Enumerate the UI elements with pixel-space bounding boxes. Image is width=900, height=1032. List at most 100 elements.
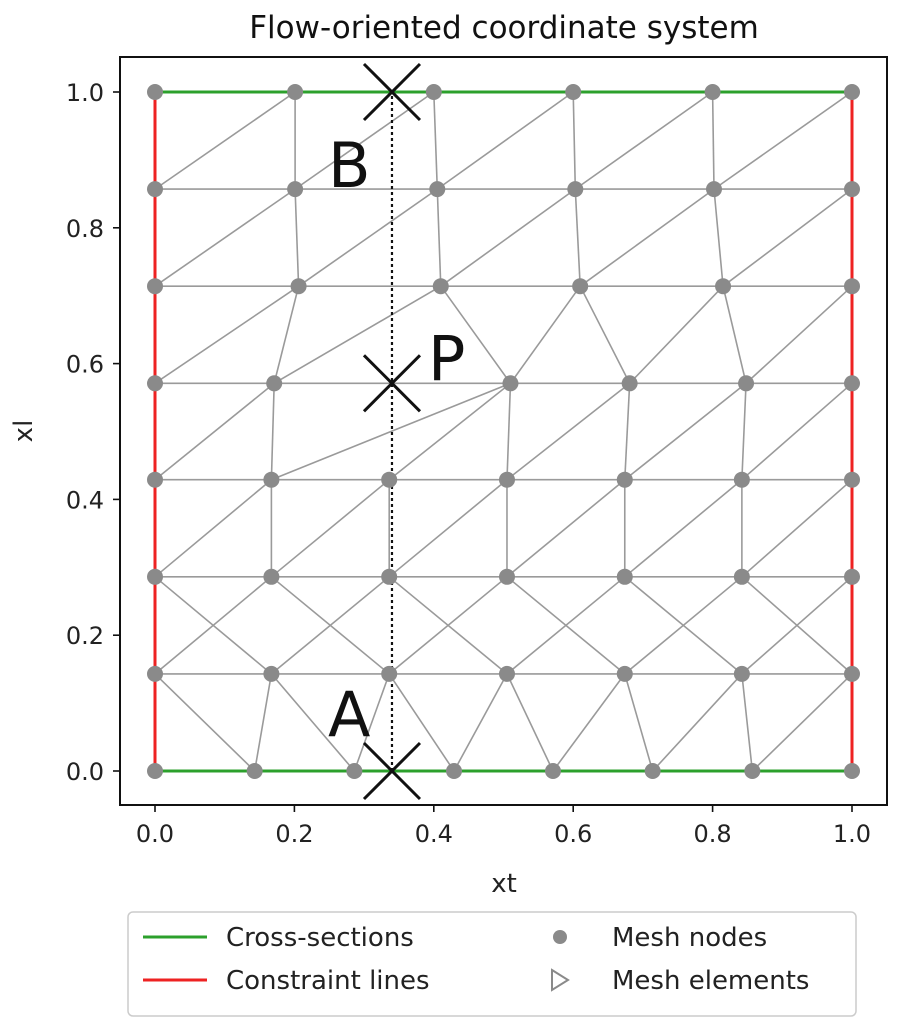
mesh-node bbox=[246, 763, 263, 779]
mesh-edge bbox=[624, 382, 747, 481]
mesh-edge bbox=[722, 286, 747, 384]
mesh-node bbox=[290, 278, 307, 295]
mesh-edge bbox=[745, 285, 853, 384]
y-axis-label: xl bbox=[9, 420, 39, 443]
mesh-node bbox=[381, 568, 398, 585]
mesh-edge bbox=[711, 91, 715, 190]
mesh-node bbox=[287, 84, 304, 100]
mesh-node bbox=[147, 471, 163, 488]
marker-p-cross bbox=[362, 354, 422, 413]
mesh-node bbox=[616, 568, 633, 585]
mesh-node bbox=[147, 568, 163, 585]
mesh-node bbox=[432, 278, 449, 295]
mesh-edge bbox=[270, 673, 355, 772]
x-tick-label: 0.2 bbox=[275, 820, 313, 848]
y-tick-label: 0.8 bbox=[66, 215, 104, 243]
mesh-edge bbox=[154, 479, 272, 578]
mesh-edge bbox=[440, 285, 512, 384]
axes-frame bbox=[119, 56, 888, 806]
mesh-node bbox=[381, 665, 398, 682]
mesh-node bbox=[733, 665, 750, 682]
mesh-node bbox=[567, 181, 584, 198]
mesh-edge bbox=[271, 382, 511, 481]
legend-mesh-elements-triangle-icon bbox=[551, 968, 570, 992]
marker-b-label: B bbox=[328, 129, 371, 202]
mesh-edge bbox=[294, 189, 300, 287]
mesh-edge bbox=[388, 382, 511, 481]
y-tick-label: 1.0 bbox=[66, 79, 104, 107]
mesh-edge bbox=[453, 673, 508, 772]
marker-a-cross bbox=[362, 741, 422, 801]
marker-b-cross bbox=[362, 62, 422, 122]
mesh-node bbox=[544, 763, 561, 779]
mesh-edge bbox=[273, 285, 300, 384]
y-tick-label: 0.2 bbox=[66, 622, 104, 650]
mesh-edge bbox=[574, 91, 714, 190]
mesh-node bbox=[446, 763, 463, 779]
mesh-edge bbox=[506, 479, 626, 578]
mesh-node bbox=[705, 181, 722, 198]
figure-title: Flow-oriented coordinate system bbox=[249, 10, 759, 46]
mesh-edge bbox=[624, 576, 743, 675]
mesh-edge bbox=[353, 673, 390, 772]
mesh-edge bbox=[506, 382, 631, 481]
mesh-edge bbox=[506, 576, 626, 675]
mesh-edge bbox=[741, 673, 754, 772]
mesh-edge bbox=[722, 188, 853, 287]
y-tick-label: 0.0 bbox=[66, 758, 104, 786]
y-tick-label: 0.4 bbox=[66, 486, 104, 514]
mesh-edge bbox=[579, 188, 715, 287]
mesh-node bbox=[844, 568, 860, 585]
mesh-edge bbox=[741, 479, 853, 578]
mesh-node bbox=[844, 278, 860, 295]
mesh-edge bbox=[433, 91, 439, 190]
mesh-edge bbox=[436, 91, 574, 190]
mesh-edge bbox=[154, 285, 300, 384]
legend-cross-sections-label: Cross-sections bbox=[226, 923, 414, 953]
mesh-node bbox=[263, 471, 280, 488]
mesh-edge bbox=[713, 189, 724, 287]
mesh-node bbox=[147, 278, 163, 295]
mesh-edge bbox=[652, 673, 743, 772]
mesh-node bbox=[616, 665, 633, 682]
mesh-node bbox=[266, 375, 283, 392]
mesh-edge bbox=[154, 673, 256, 772]
mesh-edge bbox=[713, 91, 853, 190]
mesh-node bbox=[744, 763, 761, 779]
mesh-node bbox=[147, 375, 163, 392]
mesh-node bbox=[844, 375, 860, 392]
x-tick-label: 0.8 bbox=[694, 820, 732, 848]
mesh-node bbox=[738, 375, 755, 392]
mesh-edge bbox=[552, 673, 626, 772]
mesh-edge bbox=[270, 479, 390, 578]
mesh-node bbox=[425, 84, 442, 100]
mesh-node bbox=[147, 84, 163, 100]
mesh-edge bbox=[298, 188, 438, 287]
x-tick-label: 0.6 bbox=[554, 820, 592, 848]
legend-constraint-lines-label: Constraint lines bbox=[226, 966, 430, 996]
mesh-edge bbox=[629, 285, 724, 384]
mesh-edge bbox=[388, 479, 508, 578]
mesh-node bbox=[381, 471, 398, 488]
mesh-node bbox=[733, 471, 750, 488]
marker-a-label: A bbox=[328, 678, 370, 751]
mesh-node bbox=[844, 471, 860, 488]
mesh-edge bbox=[154, 576, 272, 675]
mesh-node bbox=[572, 278, 589, 295]
mesh-node bbox=[733, 568, 750, 585]
mesh-edge bbox=[741, 382, 853, 481]
mesh-edge bbox=[741, 576, 853, 675]
mesh-node bbox=[565, 84, 582, 100]
mesh-edge bbox=[440, 188, 576, 287]
mesh-edge bbox=[253, 673, 273, 772]
legend-mesh-elements-label: Mesh elements bbox=[612, 966, 809, 996]
mesh-edge bbox=[388, 576, 508, 675]
mesh-node bbox=[621, 375, 638, 392]
mesh-edge bbox=[572, 91, 577, 190]
mesh-node bbox=[429, 181, 446, 198]
mesh-node bbox=[844, 181, 860, 198]
mesh-edge bbox=[579, 285, 631, 384]
mesh-node bbox=[147, 763, 163, 779]
mesh-edge bbox=[294, 91, 435, 190]
mesh-edge bbox=[574, 189, 581, 287]
